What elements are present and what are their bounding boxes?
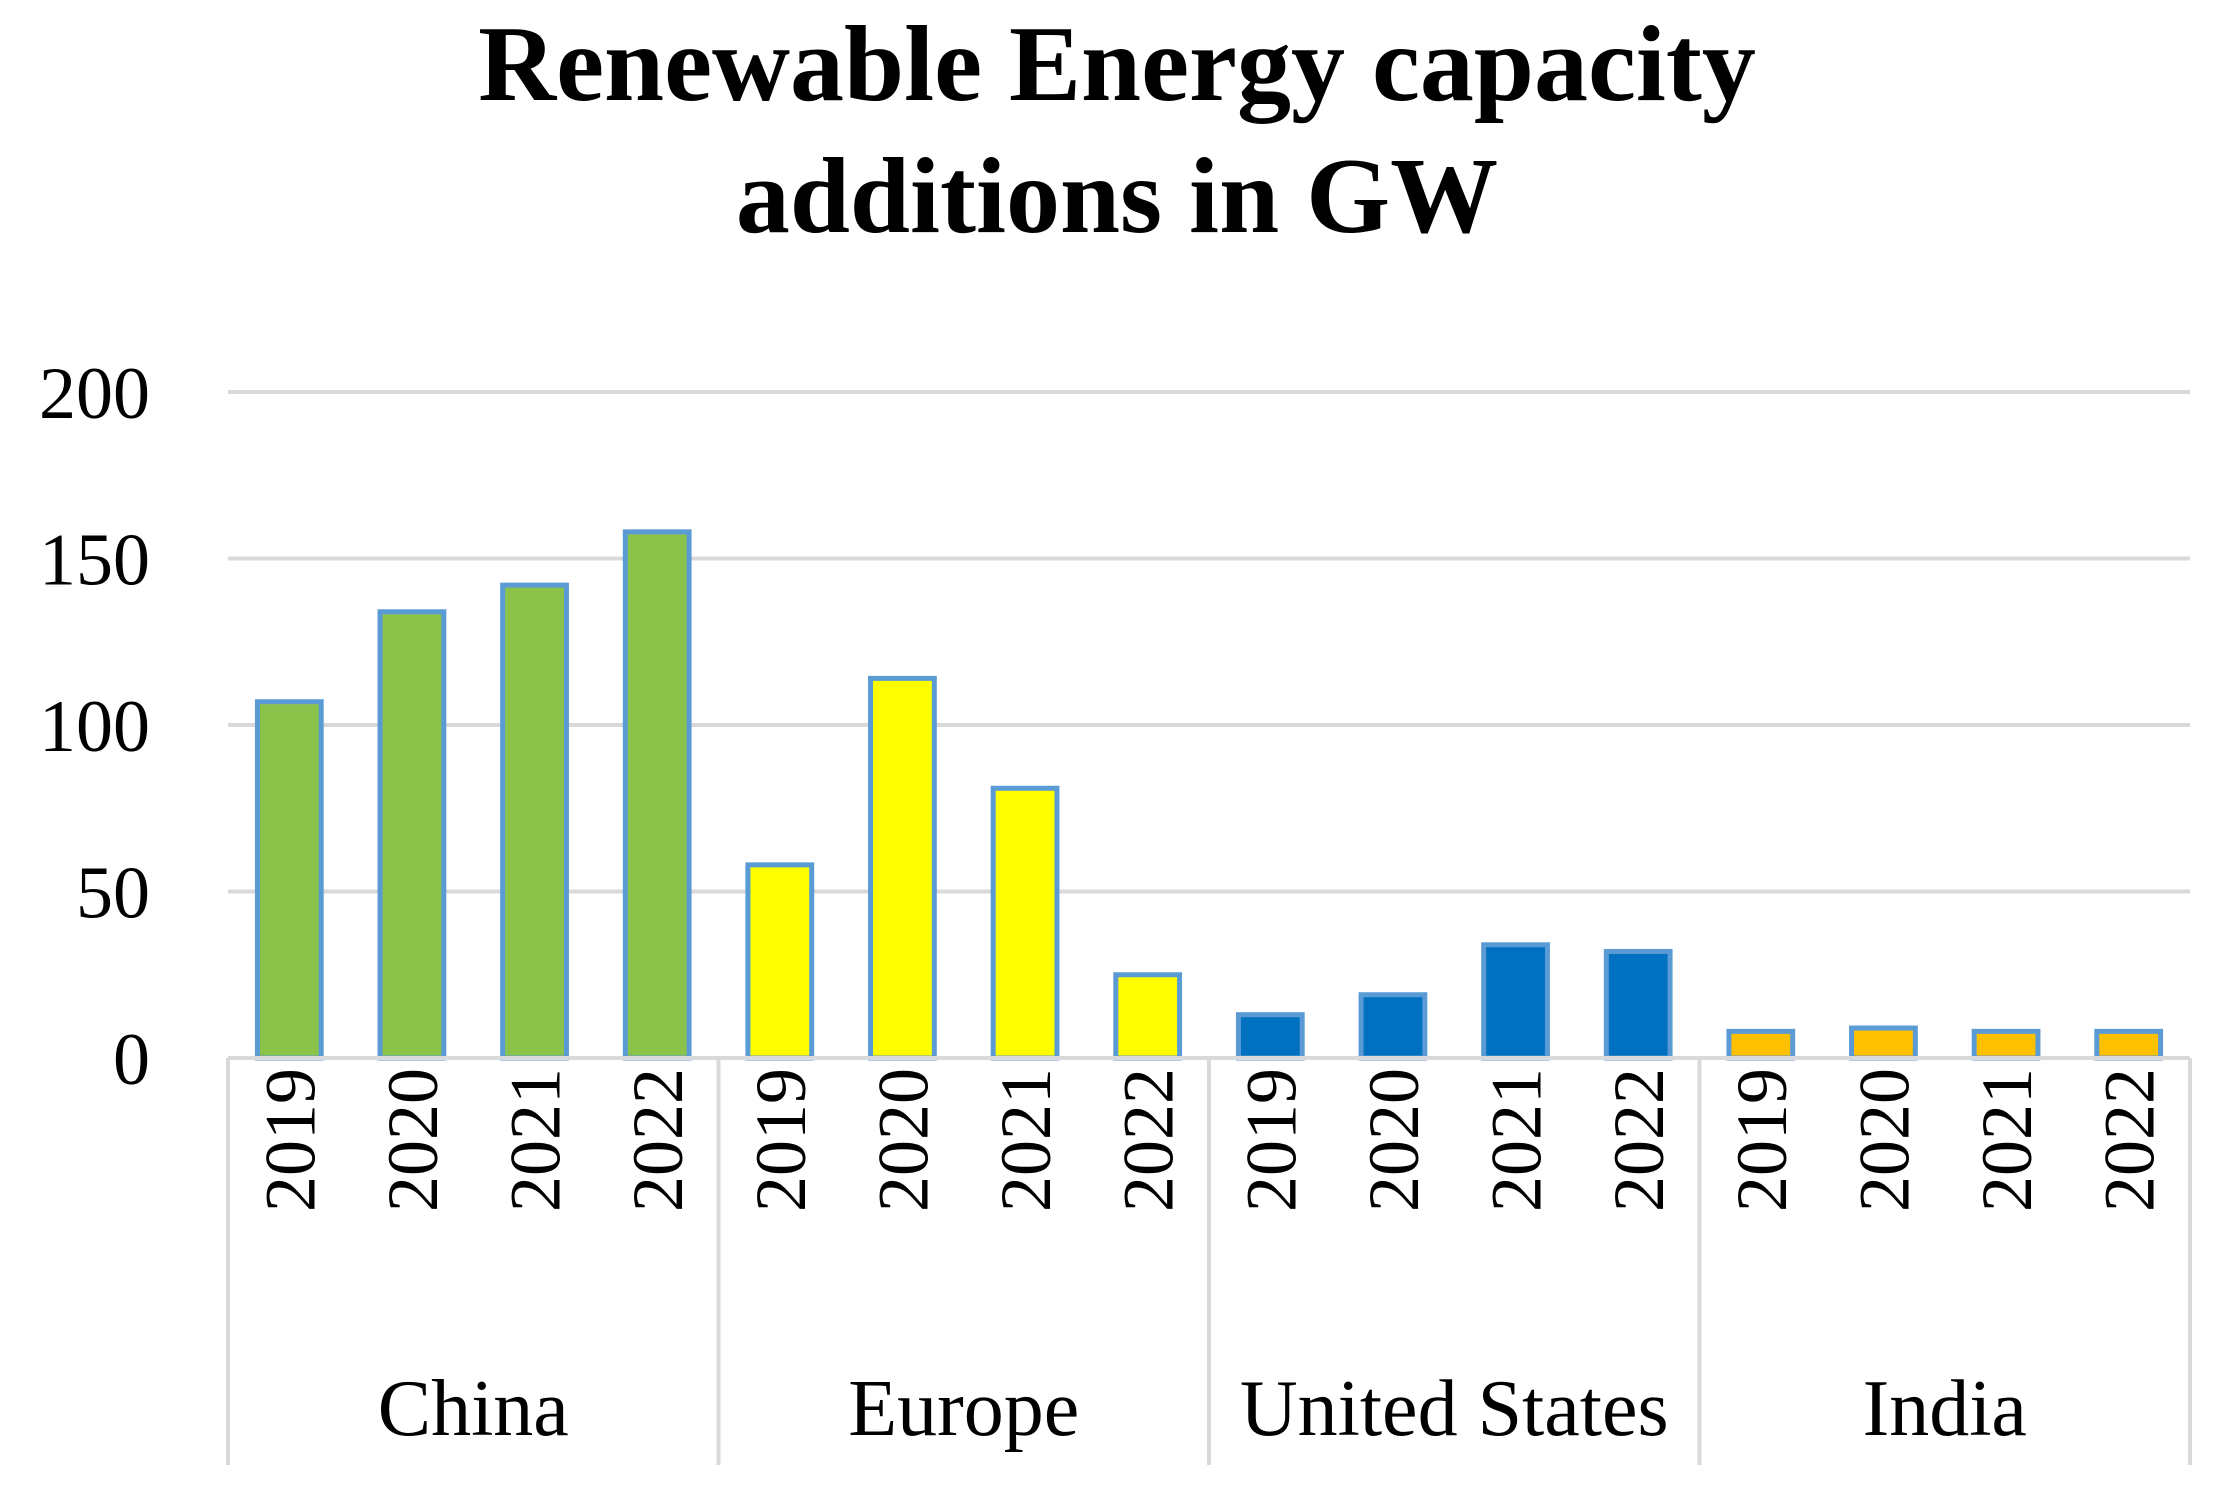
- bar-europe-2020: [868, 675, 937, 1061]
- bar-united-states-2020: [1358, 992, 1428, 1061]
- y-axis-tick-labels: 0 50 100 150 200: [39, 353, 150, 1101]
- y-tick-label-200: 200: [39, 353, 150, 435]
- y-tick-label-100: 100: [39, 686, 150, 768]
- y-tick-label-0: 0: [113, 1019, 150, 1101]
- bar-china-2021: [500, 582, 569, 1061]
- bar-united-states-2022: [1603, 948, 1673, 1061]
- bar-europe-2021: [990, 785, 1060, 1061]
- y-tick-label-150: 150: [39, 520, 150, 602]
- x-tick-label-europe-2022: 2022: [1109, 1068, 1189, 1212]
- x-tick-label-india-2019: 2019: [1722, 1068, 1802, 1212]
- x-tick-label-europe-2021: 2021: [986, 1068, 1066, 1212]
- x-tick-label-united-states-2019: 2019: [1231, 1068, 1311, 1212]
- x-axis-labels: 2019 2020 2021 2022 China 2019 2020 2021 2022 Eur…: [250, 1068, 2169, 1453]
- bar-china-2020: [377, 609, 447, 1061]
- x-tick-label-india-2020: 2020: [1844, 1068, 1924, 1212]
- x-tick-label-europe-2019: 2019: [741, 1068, 821, 1212]
- y-tick-label-50: 50: [76, 853, 150, 935]
- x-tick-label-india-2022: 2022: [2090, 1068, 2170, 1212]
- x-tick-label-united-states-2021: 2021: [1477, 1068, 1557, 1212]
- bar-india-2022: [2094, 1028, 2164, 1061]
- group-label-china: China: [378, 1365, 569, 1453]
- x-tick-label-china-2019: 2019: [250, 1068, 330, 1212]
- bars: [254, 529, 2164, 1061]
- chart-title: Renewable Energy capacity additions in G…: [478, 5, 1756, 256]
- group-label-united-states: United States: [1240, 1365, 1669, 1453]
- x-tick-label-china-2021: 2021: [496, 1068, 576, 1212]
- bar-china-2019: [254, 699, 324, 1061]
- group-label-europe: Europe: [848, 1365, 1079, 1453]
- bar-united-states-2021: [1481, 942, 1550, 1061]
- x-tick-label-europe-2020: 2020: [863, 1068, 943, 1212]
- bar-china-2022: [622, 529, 692, 1061]
- x-tick-label-united-states-2022: 2022: [1599, 1068, 1679, 1212]
- x-tick-label-china-2022: 2022: [618, 1068, 698, 1212]
- x-tick-label-china-2020: 2020: [373, 1068, 453, 1212]
- bar-india-2019: [1726, 1028, 1796, 1061]
- x-tick-label-united-states-2020: 2020: [1354, 1068, 1434, 1212]
- chart-title-line-2: additions in GW: [736, 137, 1498, 256]
- x-axis: [226, 1056, 2192, 1465]
- bar-europe-2019: [745, 862, 815, 1061]
- bar-europe-2022: [1113, 972, 1183, 1061]
- bar-united-states-2019: [1235, 1012, 1305, 1061]
- x-tick-label-india-2021: 2021: [1967, 1068, 2047, 1212]
- bar-india-2020: [1849, 1025, 1918, 1061]
- group-label-india: India: [1863, 1365, 2027, 1453]
- bar-india-2021: [1971, 1028, 2041, 1061]
- chart-title-line-1: Renewable Energy capacity: [478, 5, 1756, 124]
